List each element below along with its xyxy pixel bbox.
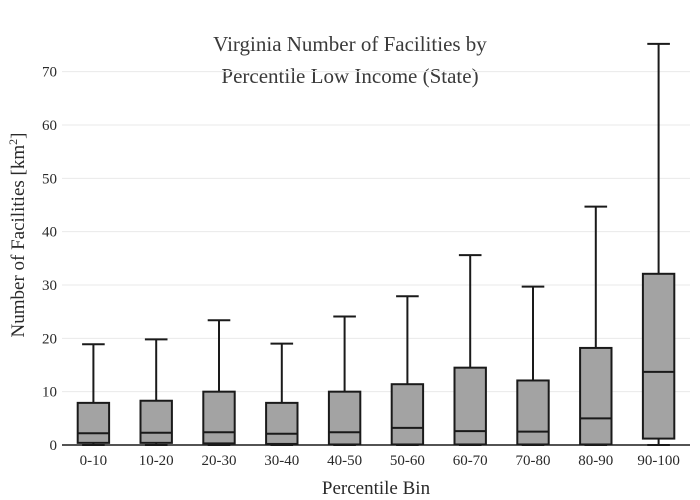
y-axis-title-end: ]	[8, 133, 29, 139]
box-iqr	[202, 390, 236, 445]
x-tick-label-80-90: 80-90	[578, 453, 613, 469]
y-tick-label-40: 40	[42, 225, 57, 241]
x-tick-label-60-70: 60-70	[453, 453, 488, 469]
box-group-0-10	[76, 343, 111, 446]
box-group-20-30	[202, 319, 236, 446]
y-tick-label-30: 30	[42, 278, 57, 294]
box-group-80-90	[579, 205, 613, 446]
y-axis-title-main: Number of Facilities [km	[8, 145, 29, 338]
box-iqr	[76, 401, 111, 444]
grid-lines	[62, 71, 690, 393]
y-axis: 0 10 20 30 40 50 60 70	[42, 65, 57, 454]
y-tick-label-20: 20	[42, 331, 57, 347]
x-tick-label-10-20: 10-20	[139, 453, 174, 469]
x-axis: 0-10 10-20 20-30 30-40 40-50 50-60 60-70 70-80 8…	[80, 453, 680, 469]
box-iqr	[641, 272, 676, 440]
y-tick-label-0: 0	[50, 438, 58, 454]
chart-title-line-2: Percentile Low Income (State)	[221, 64, 479, 88]
box-iqr	[327, 390, 362, 446]
y-axis-title: Number of Facilities [km2]	[6, 133, 29, 338]
box-group-60-70	[453, 254, 487, 446]
x-tick-label-70-80: 70-80	[516, 453, 551, 469]
box-iqr	[390, 383, 425, 446]
box-iqr	[139, 399, 173, 444]
box-group-90-100	[641, 42, 676, 446]
x-tick-label-50-60: 50-60	[390, 453, 425, 469]
y-tick-label-60: 60	[42, 118, 57, 134]
box-group-30-40	[265, 342, 299, 446]
chart-title-line-1: Virginia Number of Facilities by	[213, 32, 487, 56]
x-tick-label-40-50: 40-50	[327, 453, 362, 469]
box-iqr	[453, 366, 487, 446]
box-iqr	[516, 379, 550, 446]
x-tick-label-30-40: 30-40	[264, 453, 299, 469]
y-tick-label-10: 10	[42, 385, 57, 401]
box-group-10-20	[139, 338, 173, 446]
y-tick-label-50: 50	[42, 171, 57, 187]
y-axis-title-sup: 2	[6, 139, 20, 145]
box-iqr	[265, 401, 299, 445]
y-tick-label-70: 70	[42, 65, 57, 81]
x-axis-title: Percentile Bin	[322, 478, 431, 499]
boxes	[76, 42, 676, 446]
box-group-70-80	[516, 285, 550, 446]
x-tick-label-90-100: 90-100	[637, 453, 680, 469]
x-tick-label-0-10: 0-10	[80, 453, 108, 469]
chart-title: Virginia Number of Facilities by Percent…	[0, 28, 700, 92]
box-group-50-60	[390, 295, 425, 446]
box-group-40-50	[327, 315, 362, 446]
box-iqr	[579, 346, 613, 446]
x-tick-label-20-30: 20-30	[202, 453, 237, 469]
